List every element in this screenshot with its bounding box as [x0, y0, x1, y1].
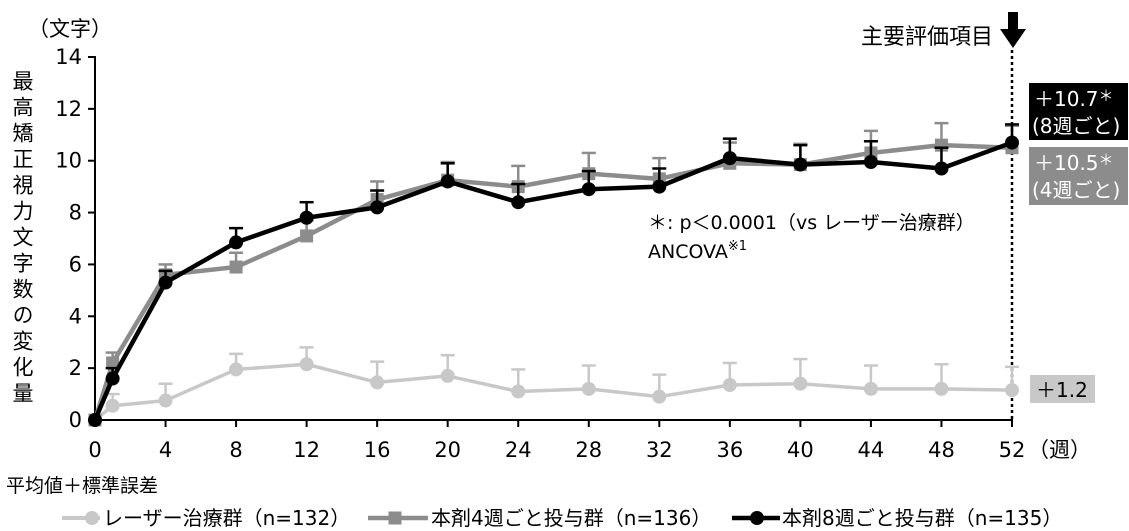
data-point — [863, 155, 878, 170]
data-point — [511, 384, 526, 399]
series-0 — [88, 346, 1019, 427]
y-tick-label: 6 — [69, 252, 82, 276]
data-point — [652, 179, 667, 194]
down-arrow-icon — [1000, 12, 1026, 48]
data-point — [105, 371, 120, 386]
data-point — [1005, 383, 1019, 398]
data-point — [105, 398, 120, 413]
method-footnote-ref: ※1 — [728, 239, 747, 254]
x-tick-label: 8 — [229, 438, 242, 462]
data-point — [863, 381, 878, 396]
end-label-laser: ＋1.2 — [1030, 375, 1095, 403]
legend-item-8week: 本剤8週ごと投与群（n=135） — [732, 506, 1062, 530]
x-tick-label: 12 — [293, 438, 320, 462]
x-tick-label: 32 — [646, 438, 673, 462]
end-label-group: (4週ごと) — [1032, 178, 1120, 202]
legend-item-laser: レーザー治療群（n=132） — [62, 506, 350, 530]
end-label-group: (8週ごと) — [1032, 114, 1120, 138]
data-point — [440, 174, 455, 189]
y-tick-label: 4 — [69, 304, 82, 328]
end-label-4week: ＋10.5＊ (4週ごと) — [1029, 147, 1128, 205]
data-point — [370, 375, 385, 390]
data-point — [1005, 135, 1019, 150]
end-label-box — [1030, 375, 1095, 403]
method-label: ANCOVA — [648, 241, 728, 263]
x-tick-label: 16 — [364, 438, 391, 462]
data-point — [229, 260, 243, 274]
end-label-box — [1029, 147, 1128, 205]
data-point — [300, 229, 314, 243]
legend-marker — [85, 511, 99, 525]
data-point — [722, 377, 737, 392]
y-tick-label: 8 — [69, 201, 82, 225]
data-point — [934, 161, 949, 176]
end-label-8week: ＋10.7＊ (8週ごと) — [1029, 83, 1128, 140]
legend-item-4week: 本剤4週ごと投与群（n=136） — [368, 506, 711, 530]
method-note: ANCOVA※1 — [648, 239, 747, 263]
series-1 — [88, 121, 1019, 427]
series-line — [92, 140, 1013, 421]
legend: レーザー治療群（n=132） 本剤4週ごと投与群（n=136） 本剤8週ごと投与… — [62, 506, 1062, 530]
data-point — [511, 195, 526, 210]
series-layer — [88, 121, 1019, 427]
legend-label: レーザー治療群（n=132） — [103, 506, 350, 530]
data-point — [158, 393, 173, 408]
y-tick-label: 14 — [55, 45, 82, 69]
x-tick-label: 48 — [928, 438, 955, 462]
x-tick-label: 40 — [787, 438, 814, 462]
legend-label: 本剤8週ごと投与群（n=135） — [782, 506, 1062, 530]
data-point — [299, 357, 314, 372]
legend-marker — [750, 511, 764, 525]
x-tick-label: 52 — [999, 438, 1026, 462]
data-point — [722, 151, 737, 166]
end-label-number: ＋10.5 — [1034, 151, 1099, 175]
end-label-number: ＋10.7 — [1034, 87, 1099, 111]
y-tick-label: 12 — [55, 97, 82, 121]
data-point — [934, 381, 949, 396]
legend-label: 本剤4週ごと投与群（n=136） — [431, 506, 711, 530]
data-point — [229, 235, 244, 250]
data-point — [299, 210, 314, 225]
data-point — [793, 376, 808, 391]
data-point — [440, 368, 455, 383]
data-point — [581, 381, 596, 396]
x-tick-label: 36 — [716, 438, 743, 462]
data-point — [158, 275, 173, 290]
end-label-value: ＋10.7＊ — [1034, 87, 1114, 111]
x-tick-label: 24 — [505, 438, 532, 462]
x-tick-label: 28 — [575, 438, 602, 462]
x-axis: 0 4 8 12 16 20 24 28 32 36 40 44 48 52 — [88, 419, 1026, 462]
end-label-value: ＋10.5＊ — [1034, 151, 1114, 175]
y-tick-label: 2 — [69, 356, 82, 380]
end-label-box — [1029, 83, 1128, 140]
y-axis: 0 2 4 6 8 10 12 14 — [55, 45, 96, 432]
legend-marker — [388, 511, 402, 525]
end-label-significance-mark: ＊ — [1099, 151, 1114, 169]
data-point — [370, 200, 385, 215]
significance-note: ＊: p＜0.0001（vs レーザー治療群） — [648, 212, 975, 234]
primary-endpoint-label: 主要評価項目 — [861, 25, 993, 50]
x-tick-label: 4 — [159, 438, 172, 462]
series-2 — [88, 123, 1019, 427]
data-point — [793, 157, 808, 172]
data-point — [88, 413, 102, 427]
y-axis-label: 最高矯正視力文字数の変化量 — [10, 70, 34, 408]
footnote: 平均値＋標準誤差 — [6, 475, 158, 497]
end-label-value: ＋1.2 — [1036, 378, 1088, 402]
y-tick-label: 0 — [69, 408, 82, 432]
x-tick-label: 20 — [434, 438, 461, 462]
x-tick-label: 44 — [858, 438, 885, 462]
y-tick-label: 10 — [55, 149, 82, 173]
data-point — [581, 182, 596, 197]
series-line — [92, 142, 1013, 421]
data-point — [229, 362, 244, 377]
data-point — [106, 356, 120, 370]
end-label-significance-mark: ＊ — [1099, 87, 1114, 105]
x-tick-label: 0 — [88, 438, 101, 462]
data-point — [652, 389, 667, 404]
y-unit-label: （文字） — [28, 17, 112, 41]
x-unit-label: （週） — [1028, 438, 1091, 462]
